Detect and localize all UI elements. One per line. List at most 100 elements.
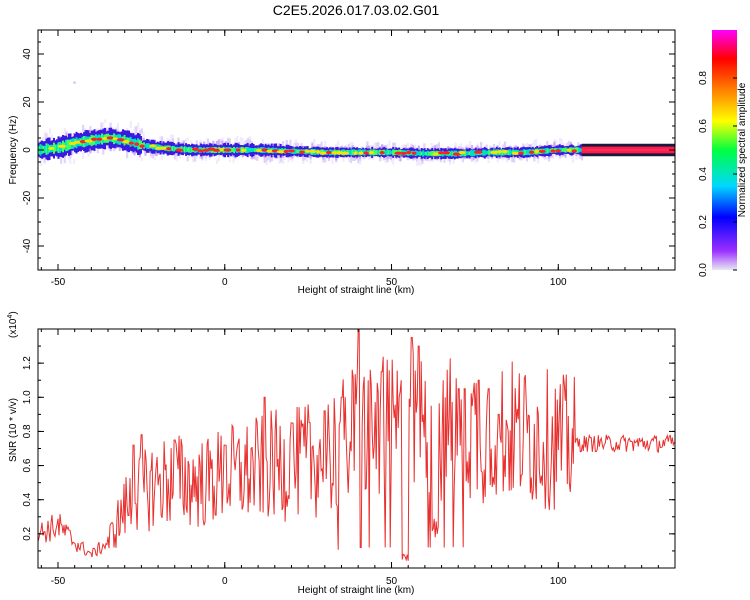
spectrogram-haze-cell <box>393 142 397 150</box>
spectrogram-peak-cell <box>112 137 118 141</box>
spectrogram-core-cell <box>417 151 420 156</box>
spectrogram-haze-cell <box>186 156 189 162</box>
spectrogram-haze-cell <box>241 153 244 158</box>
spectrogram-core-cell <box>471 150 474 156</box>
spectrogram-core-cell <box>138 139 141 150</box>
spectrogram-haze-cell <box>470 145 474 153</box>
spectrogram-haze-cell <box>239 137 242 145</box>
spectrogram-haze-cell <box>513 155 516 163</box>
spectrogram-core-cell <box>431 151 434 157</box>
spectrogram-core-cell <box>548 148 551 153</box>
spectrogram-haze-cell <box>283 151 286 160</box>
spectrogram-haze-cell <box>366 145 369 152</box>
spectrogram-haze-cell <box>498 141 501 147</box>
y-tick-label: 40 <box>22 48 33 60</box>
spectrogram-haze-cell <box>206 138 209 148</box>
svg-text:(x104): (x104) <box>7 311 19 338</box>
spectrogram-core-cell <box>191 147 194 153</box>
spectrogram-haze-cell <box>417 158 420 166</box>
spectrogram-haze-cell <box>292 154 296 158</box>
spectrogram-core-cell <box>483 149 486 156</box>
spectrogram-core-cell <box>488 149 491 156</box>
spectrogram-haze-cell <box>401 144 404 150</box>
spectrogram-haze-cell <box>370 155 373 159</box>
spectrogram-peak-cell <box>102 136 108 141</box>
spectrogram-haze-cell <box>414 144 417 150</box>
spectrogram-core-cell <box>525 149 528 155</box>
spectrogram-haze-cell <box>49 128 52 135</box>
spectrogram-haze-cell <box>175 153 178 157</box>
spectrogram-peak-cell <box>166 147 172 151</box>
spectrogram-core-cell <box>564 147 567 153</box>
spectrogram-haze-cell <box>417 145 420 154</box>
spectrogram-haze-cell <box>303 156 307 161</box>
spectrogram-core-cell <box>561 148 564 152</box>
spectrogram-haze-cell <box>577 142 580 148</box>
spectrogram-peak-cell <box>309 149 316 154</box>
spectrogram-haze-cell <box>292 142 296 147</box>
spectrogram-peak-cell <box>197 149 205 153</box>
x-tick-label: -50 <box>51 576 66 587</box>
spectrogram-haze-cell <box>470 156 474 162</box>
spectrogram-peak-cell <box>363 151 369 155</box>
spectrogram-haze-cell <box>533 139 536 148</box>
spectrogram-haze-cell <box>316 143 320 148</box>
spectrogram-haze-cell <box>390 158 393 162</box>
spectrogram-haze-cell <box>384 155 387 160</box>
spectrogram-haze-cell <box>347 143 351 150</box>
spectrogram-haze-cell <box>151 151 154 159</box>
spectrogram-haze-cell <box>116 123 120 131</box>
spectrogram-haze-cell <box>492 144 496 147</box>
spectrogram-haze-cell <box>359 158 362 165</box>
spectrogram-haze-cell <box>351 141 354 148</box>
spectrogram-core-cell <box>470 150 473 157</box>
spectrogram-haze-cell <box>281 156 285 164</box>
spectrogram-haze-cell <box>399 152 402 162</box>
spectrogram-haze-cell <box>300 143 303 148</box>
colorbar-tick-label: 0.0 <box>698 263 709 277</box>
spectrogram-core-cell <box>57 142 60 154</box>
spectrogram-haze-cell <box>120 147 123 151</box>
spectrogram-core-cell <box>449 151 452 156</box>
spectrogram-peak-cell <box>518 151 524 155</box>
spectrogram-peak-cell <box>91 137 98 141</box>
spectrogram-core-cell <box>464 150 467 157</box>
spectrogram-peak-cell <box>497 150 503 154</box>
y-tick-label: -40 <box>22 238 33 253</box>
snr-multiplier-exponent: 4 <box>7 315 14 319</box>
spectrogram-haze-cell <box>105 141 109 151</box>
spectrogram-core-cell <box>246 146 249 154</box>
spectrogram-haze-cell <box>397 156 400 161</box>
spectrogram-haze-cell <box>454 142 457 147</box>
spectrogram-peak-cell <box>288 149 295 153</box>
spectrogram-haze-cell <box>536 155 540 164</box>
spectrogram-peak-cell <box>473 150 483 154</box>
spectrogram-peak-cell <box>340 151 350 155</box>
spectrogram-peak-cell <box>406 150 412 155</box>
spectrogram-haze-cell <box>43 157 46 164</box>
y-tick-label: 0 <box>22 147 33 153</box>
spectrogram-peak-cell <box>276 150 286 154</box>
spectrogram-core-cell <box>422 150 425 157</box>
spectrogram-haze-cell <box>281 140 285 146</box>
spectrogram-peak-cell <box>212 148 221 152</box>
spectrogram-peak-cell <box>255 148 264 153</box>
spectrogram-peak-cell <box>320 151 327 155</box>
spectrogram-core-cell <box>510 150 513 155</box>
spectrogram-peak-cell <box>235 148 241 152</box>
spectrogram-haze-cell <box>386 143 389 149</box>
spectrogram-core-cell <box>68 139 71 150</box>
spectrogram-haze-cell <box>69 153 72 159</box>
spectrogram-haze-cell <box>469 140 472 148</box>
spectrogram-haze-cell <box>250 141 253 145</box>
spectrogram-core-cell <box>560 147 563 153</box>
spectrogram-haze-cell <box>280 155 283 163</box>
spectrogram-peak-cell <box>458 150 466 155</box>
spectrogram-haze-cell <box>212 140 215 148</box>
y-tick-label: 0.4 <box>22 492 33 506</box>
spectrogram-haze-cell <box>287 156 290 163</box>
y-tick-label: 20 <box>22 96 33 108</box>
spectrogram-haze-cell <box>195 140 198 145</box>
spectrogram-haze-cell <box>342 153 345 163</box>
colorbar-tick-label: 0.4 <box>698 167 709 181</box>
